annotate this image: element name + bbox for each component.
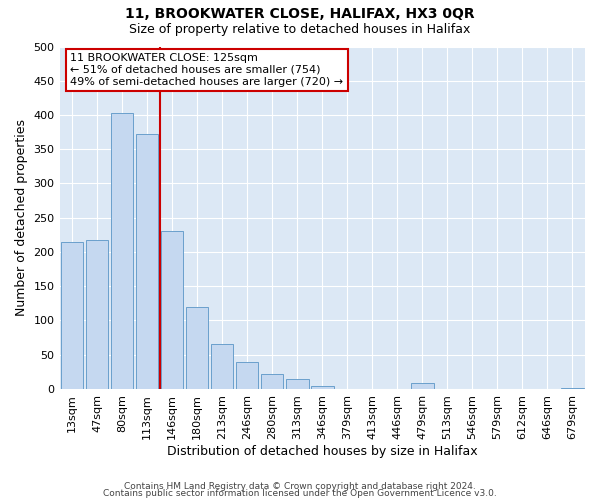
Bar: [86, 240, 109, 389]
Bar: [561, 388, 584, 389]
Bar: [186, 307, 208, 389]
Bar: [136, 134, 158, 389]
Y-axis label: Number of detached properties: Number of detached properties: [15, 119, 28, 316]
Bar: [61, 242, 83, 389]
Bar: [161, 232, 184, 389]
Text: Contains HM Land Registry data © Crown copyright and database right 2024.: Contains HM Land Registry data © Crown c…: [124, 482, 476, 491]
Bar: [261, 374, 283, 389]
Bar: [411, 384, 434, 389]
Text: Contains public sector information licensed under the Open Government Licence v3: Contains public sector information licen…: [103, 489, 497, 498]
Bar: [211, 344, 233, 389]
Bar: [286, 378, 308, 389]
Text: Size of property relative to detached houses in Halifax: Size of property relative to detached ho…: [130, 22, 470, 36]
Bar: [236, 362, 259, 389]
Text: 11 BROOKWATER CLOSE: 125sqm
← 51% of detached houses are smaller (754)
49% of se: 11 BROOKWATER CLOSE: 125sqm ← 51% of det…: [70, 54, 343, 86]
Bar: [111, 113, 133, 389]
Text: 11, BROOKWATER CLOSE, HALIFAX, HX3 0QR: 11, BROOKWATER CLOSE, HALIFAX, HX3 0QR: [125, 8, 475, 22]
Bar: [311, 386, 334, 389]
X-axis label: Distribution of detached houses by size in Halifax: Distribution of detached houses by size …: [167, 444, 478, 458]
